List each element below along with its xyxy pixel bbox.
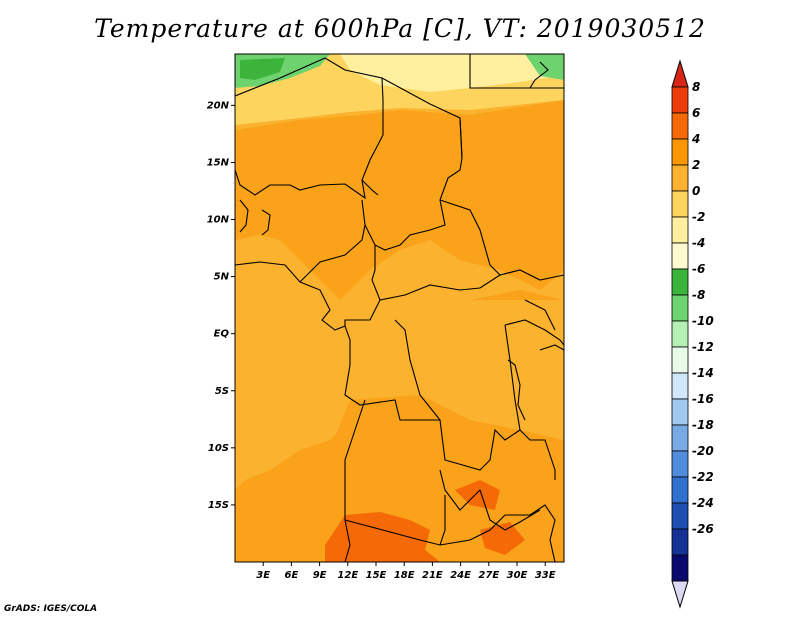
colorbar-label: 6	[692, 106, 700, 120]
field-minus4-minus2	[340, 54, 564, 92]
lat-tick-label: 20N	[207, 100, 230, 111]
colorbar-swatch	[671, 268, 689, 296]
field-4-6-southeast	[455, 480, 525, 555]
colorbar-label: -6	[692, 262, 705, 276]
lat-tick-label: 5N	[214, 272, 230, 283]
colorbar-swatch	[671, 294, 689, 322]
lon-tick-label: 9E	[313, 570, 327, 581]
colorbar-label: -10	[692, 314, 714, 328]
colorbar-swatch	[671, 450, 689, 478]
colorbar-swatch	[671, 554, 689, 582]
grads-credit: GrADS: IGES/COLA	[4, 604, 98, 614]
latitude-axis: 20N 15N 10N 5N EQ 5S 10S 15S	[207, 100, 235, 511]
map-title: Temperature at 600hPa [C], VT: 201903051…	[94, 14, 706, 43]
colorbar-bottom-arrow	[671, 580, 689, 609]
colorbar-swatch	[671, 346, 689, 374]
colorbar-label: -2	[692, 210, 705, 224]
colorbar-swatch	[671, 242, 689, 270]
lat-tick-label: 10N	[207, 215, 230, 226]
longitude-axis: 3E 6E 9E 12E 15E 18E 21E 24E 27E 30E 33E	[256, 562, 556, 581]
lon-tick-label: 24E	[450, 570, 471, 581]
lat-tick-label: 15N	[207, 157, 230, 168]
colorbar-swatch	[671, 86, 689, 114]
colorbar-swatch	[671, 372, 689, 400]
lat-tick-label: 10S	[208, 443, 229, 454]
map-frame	[234, 53, 565, 563]
colorbar-label: -8	[692, 288, 705, 302]
colorbar-label: -4	[692, 236, 705, 250]
colorbar-label: -20	[692, 444, 714, 458]
lon-tick-label: 12E	[337, 570, 358, 581]
colorbar-label: -24	[692, 496, 714, 510]
colorbar-label: -16	[692, 392, 714, 406]
colorbar-label: -18	[692, 418, 714, 432]
field-4-6-south	[325, 512, 440, 562]
lon-tick-label: 30E	[507, 570, 528, 581]
colorbar-swatch	[671, 502, 689, 530]
colorbar-label: 4	[691, 132, 700, 146]
lon-tick-label: 27E	[478, 570, 499, 581]
colorbar-label: 8	[692, 80, 700, 94]
lon-tick-label: 15E	[366, 570, 387, 581]
field-2-4-south	[235, 395, 564, 562]
colorbar-label: 0	[692, 184, 700, 198]
colorbar-label: -26	[692, 522, 714, 536]
lon-tick-label: 3E	[256, 570, 270, 581]
colorbar-swatch	[671, 398, 689, 426]
colorbar-swatch	[671, 164, 689, 192]
colorbar-top-arrow	[671, 59, 689, 88]
colorbar-label: -22	[692, 470, 714, 484]
colorbar-label: -12	[692, 340, 714, 354]
lat-tick-label: 5S	[215, 386, 229, 397]
colorbar-swatch	[671, 138, 689, 166]
colorbar-label: 2	[692, 158, 700, 172]
colorbar-swatch	[671, 528, 689, 556]
lat-tick-label: 15S	[208, 500, 229, 511]
colorbar: 8 6 4 2 0 -2 -4 -6 -8 -10 -12 -14 -16 -18 -20 -22 -24 -26	[671, 59, 714, 609]
field-minus8-minus6	[240, 58, 285, 80]
colorbar-label: -14	[692, 366, 714, 380]
country-borders	[235, 54, 564, 562]
colorbar-swatch	[671, 190, 689, 218]
lon-tick-label: 6E	[285, 570, 299, 581]
field-2-4-central-north	[235, 100, 564, 300]
colorbar-swatch	[671, 320, 689, 348]
temperature-field	[235, 54, 564, 562]
lon-tick-label: 18E	[394, 570, 415, 581]
colorbar-swatch	[671, 112, 689, 140]
colorbar-swatch	[671, 476, 689, 504]
lon-tick-label: 33E	[535, 570, 556, 581]
colorbar-swatch	[671, 424, 689, 452]
lon-tick-label: 21E	[422, 570, 443, 581]
lat-tick-label: EQ	[214, 329, 230, 340]
colorbar-swatch	[671, 216, 689, 244]
